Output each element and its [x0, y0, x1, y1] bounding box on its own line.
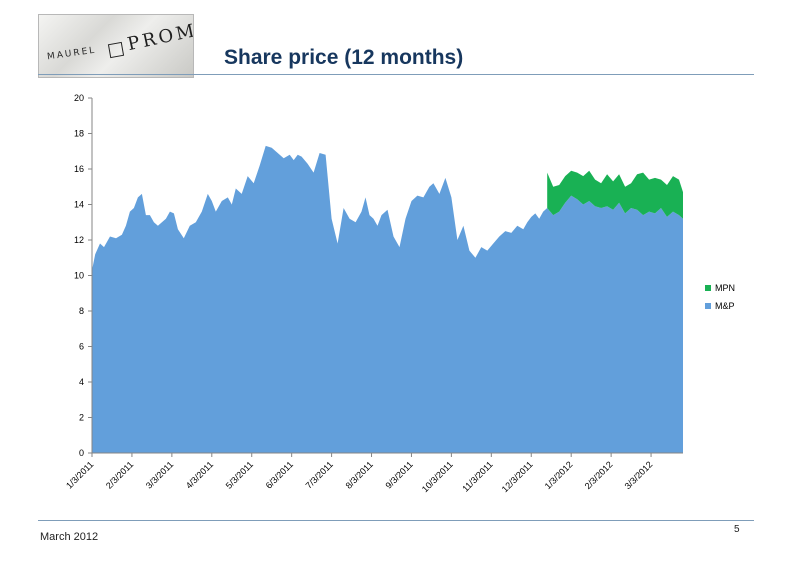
- x-tick-label: 1/3/2012: [543, 459, 575, 491]
- x-tick-label: 9/3/2011: [383, 459, 414, 490]
- y-tick-label: 8: [79, 306, 84, 316]
- series-area-mp: [92, 145, 683, 453]
- y-tick-label: 0: [79, 448, 84, 458]
- x-tick-label: 10/3/2011: [420, 459, 455, 494]
- company-logo: MAUREL PROM: [38, 14, 194, 78]
- page-number: 5: [734, 524, 740, 535]
- legend-swatch-mpn: [705, 285, 711, 291]
- x-tick-label: 4/3/2011: [184, 459, 215, 490]
- series-area-mpn: [547, 170, 683, 219]
- header-divider: [38, 74, 754, 75]
- x-tick-label: 6/3/2011: [264, 459, 295, 490]
- legend-swatch-mp: [705, 303, 711, 309]
- x-tick-label: 7/3/2011: [304, 459, 335, 490]
- legend-label-mp: M&P: [715, 301, 735, 311]
- y-tick-label: 4: [79, 377, 84, 387]
- share-price-chart: 0 2 4 6 8 10 12 14 16 18 20 1/3/2011 2/3/2011 3/3/201…: [64, 93, 735, 494]
- x-tick-label: 1/3/2011: [64, 459, 95, 490]
- y-tick-label: 2: [79, 413, 84, 423]
- footer-divider: [38, 520, 754, 521]
- x-tick-label: 3/3/2012: [623, 459, 655, 491]
- footer-date: March 2012: [40, 531, 99, 543]
- x-tick-label: 2/3/2011: [104, 459, 135, 490]
- x-tick-label: 2/3/2012: [583, 459, 615, 491]
- x-tick-label: 3/3/2011: [144, 459, 175, 490]
- y-tick-label: 6: [79, 342, 84, 352]
- y-tick-label: 20: [74, 93, 84, 103]
- y-tick-label: 14: [74, 200, 84, 210]
- y-tick-label: 16: [74, 164, 84, 174]
- y-tick-label: 18: [74, 129, 84, 139]
- x-tick-label: 11/3/2011: [460, 459, 494, 493]
- page-title: Share price (12 months): [224, 46, 464, 69]
- y-tick-label: 12: [74, 235, 84, 245]
- x-tick-label: 5/3/2011: [224, 459, 255, 490]
- x-tick-label: 12/3/2011: [500, 459, 535, 494]
- legend-label-mpn: MPN: [715, 283, 735, 293]
- x-tick-label: 8/3/2011: [344, 459, 375, 490]
- y-tick-label: 10: [74, 271, 84, 281]
